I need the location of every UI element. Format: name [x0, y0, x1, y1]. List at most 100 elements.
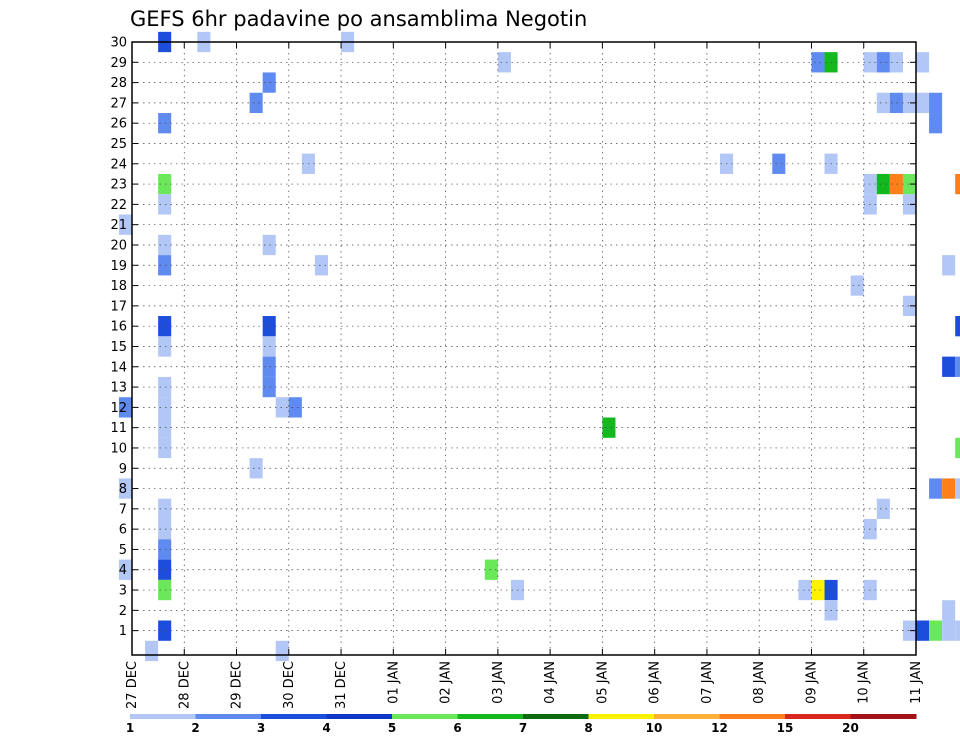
y-tick-label: 14 — [110, 360, 127, 375]
precip-cell — [158, 194, 172, 215]
precip-cell — [955, 620, 960, 641]
colorbar-label: 5 — [388, 721, 396, 735]
precip-cell — [902, 295, 916, 317]
precip-cell — [798, 579, 812, 601]
precip-cell — [262, 356, 276, 377]
y-tick-label: 26 — [110, 117, 127, 132]
precip-cell — [158, 234, 172, 256]
precip-cell — [158, 113, 172, 134]
y-tick-label: 15 — [110, 340, 127, 355]
y-tick-label: 19 — [110, 259, 127, 274]
colorbar-label: 8 — [584, 721, 592, 735]
precip-cell — [916, 52, 930, 73]
colorbar-segment — [785, 714, 851, 719]
precip-cell — [484, 559, 498, 580]
precip-cell — [929, 92, 943, 114]
colorbar-segment — [130, 714, 196, 719]
precip-cell — [118, 559, 132, 580]
precip-cell — [916, 620, 930, 641]
x-tick-label: 31 DEC — [334, 661, 349, 709]
precip-cell — [772, 153, 786, 174]
cells-layer — [118, 31, 960, 662]
y-tick-label: 5 — [119, 543, 127, 558]
precip-cell — [942, 255, 956, 276]
grid-layer — [132, 41, 916, 655]
colorbar-label: 1 — [126, 721, 134, 735]
y-tick-label: 30 — [110, 36, 127, 51]
colorbar-label: 2 — [191, 721, 199, 735]
precip-cell — [811, 579, 825, 601]
precip-cell — [158, 437, 172, 459]
colorbar-label: 6 — [453, 721, 461, 735]
precip-cell — [118, 397, 132, 418]
precip-cell — [145, 640, 159, 662]
colorbar-segment — [588, 714, 655, 719]
colorbar: 1 2 3 4 5 6 7 8 10 12 15 20 — [126, 714, 917, 735]
precip-cell — [955, 356, 960, 377]
x-tick-label: 28 DEC — [177, 661, 192, 709]
precip-cell — [942, 478, 956, 499]
x-tick-label: 04 JAN — [543, 661, 558, 704]
precip-cell — [602, 417, 616, 438]
x-tick-label: 05 JAN — [595, 661, 610, 704]
x-tick-label: 08 JAN — [752, 661, 767, 704]
y-tick-label: 20 — [110, 238, 127, 253]
precip-cell — [876, 92, 890, 114]
precip-cell — [158, 539, 172, 560]
y-tick-label: 11 — [110, 421, 127, 436]
colorbar-label: 10 — [646, 721, 663, 735]
precip-cell — [158, 336, 172, 357]
precip-cell — [902, 173, 916, 195]
precip-cell — [929, 620, 943, 641]
precip-cell — [262, 336, 276, 357]
precip-cell — [288, 397, 302, 418]
y-tick-label: 8 — [119, 482, 127, 497]
precip-cell — [889, 173, 903, 195]
colorbar-label: 20 — [842, 721, 859, 735]
x-tick-label: 06 JAN — [648, 661, 663, 704]
precip-cell — [902, 92, 916, 114]
precip-cell — [262, 316, 276, 337]
precip-cell — [955, 316, 960, 337]
colorbar-segment — [719, 714, 786, 719]
colorbar-label: 12 — [711, 721, 728, 735]
precip-cell — [942, 600, 956, 621]
precip-cell — [249, 92, 263, 114]
precip-cell — [275, 640, 289, 662]
plot-frame — [131, 41, 917, 656]
colorbar-segment — [326, 714, 393, 719]
x-tick-label: 29 DEC — [230, 661, 245, 709]
x-tick-label: 27 DEC — [125, 661, 140, 709]
colorbar-segment — [457, 714, 524, 719]
y-tick-label: 27 — [110, 96, 127, 111]
precip-cell — [158, 498, 172, 520]
chart-title: GEFS 6hr padavine po ansamblima Negotin — [130, 7, 587, 31]
y-tick-label: 2 — [119, 604, 127, 619]
y-axis: 1234567891011121314151617181920212223242… — [110, 36, 916, 639]
precip-cell — [876, 498, 890, 520]
precip-cell — [889, 52, 903, 73]
precip-cell — [262, 376, 276, 398]
x-tick-label: 03 JAN — [491, 661, 506, 704]
precip-cell — [249, 458, 263, 479]
precip-cell — [497, 52, 511, 73]
precip-cell — [158, 519, 172, 540]
x-tick-label: 02 JAN — [439, 661, 454, 704]
precip-cell — [118, 214, 132, 235]
precip-cell — [876, 173, 890, 195]
y-tick-label: 21 — [110, 218, 127, 233]
precip-cell — [902, 194, 916, 215]
y-tick-label: 1 — [119, 624, 127, 639]
precip-cell — [158, 173, 172, 195]
precip-cell — [158, 376, 172, 398]
colorbar-segment — [654, 714, 720, 719]
x-tick-label: 09 JAN — [804, 661, 819, 704]
y-tick-label: 22 — [110, 198, 127, 213]
precip-cell — [902, 620, 916, 641]
precip-cell — [955, 478, 960, 499]
x-tick-label: 30 DEC — [282, 661, 297, 709]
precip-cell — [889, 92, 903, 114]
colorbar-segment — [195, 714, 262, 719]
x-tick-label: 10 JAN — [857, 661, 872, 704]
